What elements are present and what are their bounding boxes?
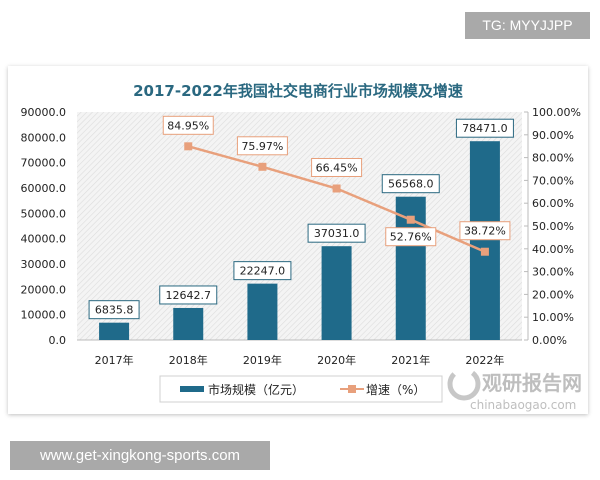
logo: 观研报告网 chinabaogao.com [447,367,582,412]
bar-label-box [455,118,514,138]
bar-label-box [159,285,218,305]
growth-label-box [385,227,437,247]
chart: 2017-2022年我国社交电商行业市场规模及增速 0.0 10000.0 2000… [21,82,583,412]
growth-label: 75.97% [241,140,283,153]
legend-line-marker [348,385,356,393]
left-tick-label: 50000.0 [21,207,67,220]
logo-name: 观研报告网 [482,371,582,395]
bar-label: 22247.0 [240,265,286,278]
bar-label: 6835.8 [95,304,134,317]
growth-point [184,142,193,151]
growth-point [480,247,489,256]
bar [99,322,130,340]
bar-label: 78471.0 [462,122,508,135]
watermark-bottom: www.get-xingkong-sports.com [10,441,270,470]
growth-label-box [311,157,363,177]
x-tick-label: 2018年 [169,353,208,367]
right-tick-label: 20.00% [532,288,574,301]
bar-label: 37031.0 [314,227,360,240]
bar [469,141,500,340]
growth-point [332,184,341,193]
bar-label: 56568.0 [388,178,434,191]
x-tick-label: 2019年 [243,353,282,367]
right-tick-label: 90.00% [532,129,574,142]
left-tick-label: 10000.0 [21,309,67,322]
growth-point [258,162,267,171]
growth-label: 66.45% [316,161,358,174]
legend-line-label: 增速（%） [366,383,425,397]
logo-icon [447,367,481,401]
x-tick-label: 2020年 [317,353,356,367]
chart-card: 2017-2022年我国社交电商行业市场规模及增速 0.0 10000.0 2000… [8,66,588,414]
left-tick-label: 30000.0 [21,258,67,271]
logo-url: chinabaogao.com [470,398,576,412]
bar-label-box [88,300,140,320]
bar [247,283,278,340]
x-tick-label: 2017年 [95,353,134,367]
growth-label-box [459,221,511,241]
growth-label-box [162,115,214,135]
right-tick-label: 50.00% [532,220,574,233]
bar-label-box [233,261,292,281]
right-tick-label: 10.00% [532,311,574,324]
left-tick-label: 40000.0 [21,233,67,246]
right-tick-label: 80.00% [532,152,574,165]
growth-point [406,215,415,224]
bar-label-box [381,174,440,194]
left-tick-label: 0.0 [49,334,67,347]
bar [321,246,352,340]
left-tick-label: 60000.0 [21,182,67,195]
legend-bar-swatch [180,386,204,392]
chart-title: 2017-2022年我国社交电商行业市场规模及增速 [133,82,463,100]
left-tick-label: 20000.0 [21,283,67,296]
growth-label: 84.95% [167,119,209,132]
left-tick-label: 70000.0 [21,157,67,170]
bar-label-box [307,223,366,243]
watermark-top: TG: MYYJJPP [465,12,590,39]
right-tick-label: 40.00% [532,243,574,256]
right-tick-label: 30.00% [532,266,574,279]
plot-area [77,112,522,340]
bar [173,307,204,340]
legend-bar-label: 市场规模（亿元） [208,382,304,397]
left-tick-label: 90000.0 [21,106,67,119]
right-tick-label: 60.00% [532,197,574,210]
bar-label: 12642.7 [166,289,212,302]
right-tick-label: 0.00% [532,334,567,347]
growth-label: 38.72% [464,225,506,238]
right-tick-label: 100.00% [532,106,581,119]
right-tick-label: 70.00% [532,174,574,187]
x-tick-label: 2021年 [391,353,430,367]
growth-label: 52.76% [390,231,432,244]
growth-label-box [236,136,288,156]
legend: 市场规模（亿元） 增速（%） [159,375,443,403]
x-tick-label: 2022年 [465,353,504,367]
left-tick-label: 80000.0 [21,131,67,144]
